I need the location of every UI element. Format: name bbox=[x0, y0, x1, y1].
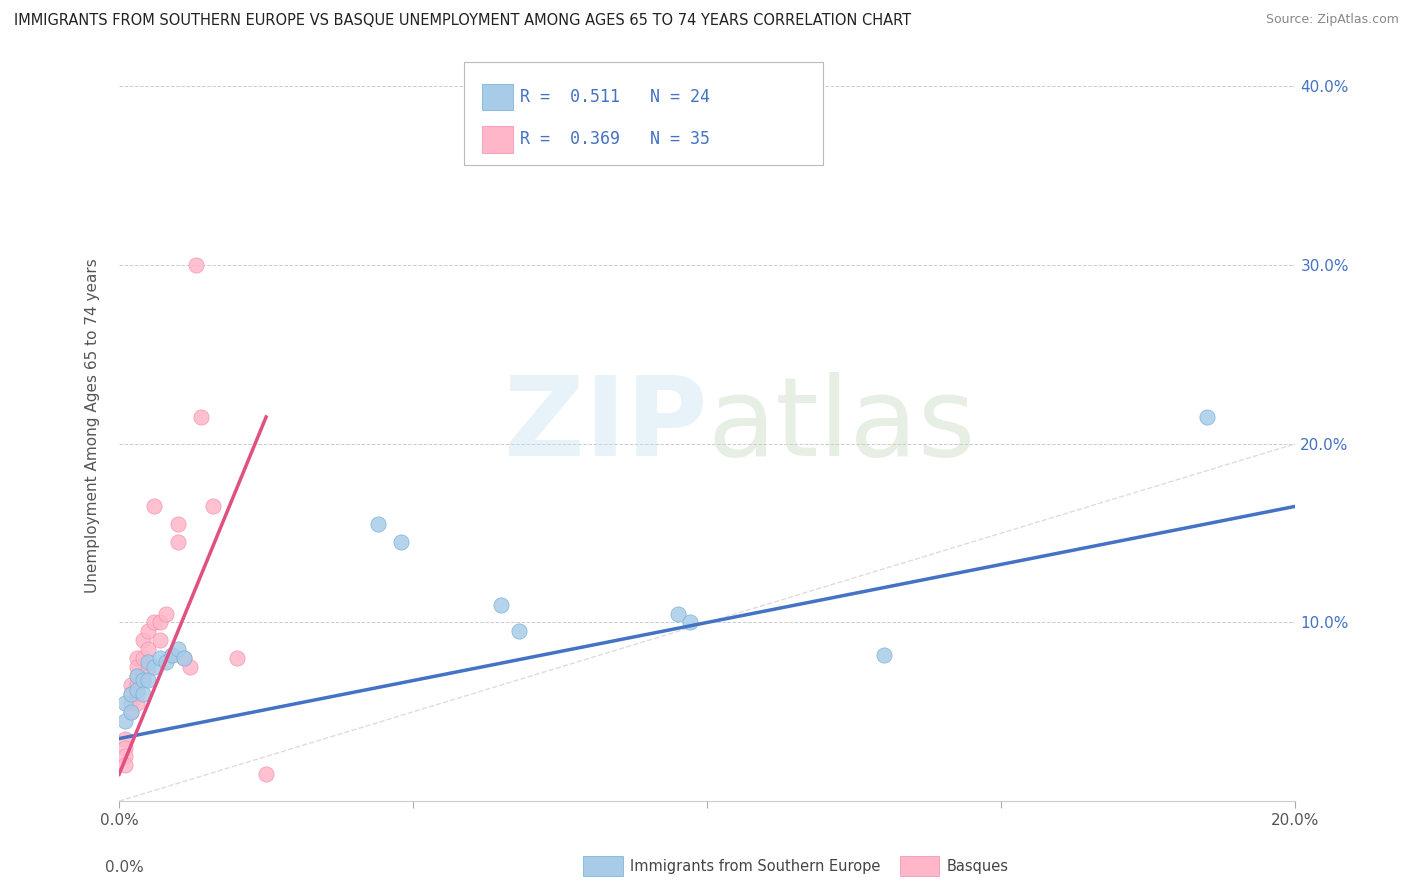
Text: IMMIGRANTS FROM SOUTHERN EUROPE VS BASQUE UNEMPLOYMENT AMONG AGES 65 TO 74 YEARS: IMMIGRANTS FROM SOUTHERN EUROPE VS BASQU… bbox=[14, 13, 911, 29]
Point bbox=[508, 624, 530, 639]
Point bbox=[120, 678, 142, 692]
Text: Basques: Basques bbox=[946, 859, 1008, 873]
Point bbox=[138, 642, 160, 657]
Point bbox=[225, 651, 247, 665]
Point bbox=[138, 673, 160, 687]
Point bbox=[131, 633, 153, 648]
Point bbox=[114, 758, 136, 772]
Point bbox=[125, 669, 148, 683]
Point bbox=[120, 705, 142, 719]
Point bbox=[125, 683, 148, 698]
Point bbox=[138, 655, 160, 669]
Point bbox=[138, 660, 160, 674]
Text: ZIP: ZIP bbox=[503, 372, 707, 479]
Point bbox=[160, 648, 183, 662]
Point bbox=[131, 651, 153, 665]
Point bbox=[131, 673, 153, 687]
Point bbox=[167, 642, 190, 657]
Y-axis label: Unemployment Among Ages 65 to 74 years: Unemployment Among Ages 65 to 74 years bbox=[86, 259, 100, 593]
Point bbox=[202, 500, 225, 514]
Point bbox=[1197, 409, 1219, 424]
Point bbox=[114, 749, 136, 764]
Point bbox=[149, 633, 172, 648]
Point bbox=[678, 615, 700, 630]
Point bbox=[120, 705, 142, 719]
Point bbox=[125, 678, 148, 692]
Point bbox=[173, 651, 195, 665]
Point bbox=[125, 660, 148, 674]
Text: R =  0.369   N = 35: R = 0.369 N = 35 bbox=[520, 130, 710, 148]
Point bbox=[155, 655, 177, 669]
Point bbox=[114, 731, 136, 746]
Point bbox=[138, 624, 160, 639]
Point bbox=[179, 660, 201, 674]
Point bbox=[149, 615, 172, 630]
Point bbox=[125, 669, 148, 683]
Point bbox=[120, 687, 142, 701]
Point bbox=[389, 535, 412, 549]
Point bbox=[184, 258, 207, 272]
Point bbox=[131, 687, 153, 701]
Text: 0.0%: 0.0% bbox=[105, 860, 145, 874]
Point bbox=[120, 696, 142, 710]
Point bbox=[173, 651, 195, 665]
Text: R =  0.511   N = 24: R = 0.511 N = 24 bbox=[520, 88, 710, 106]
Text: Source: ZipAtlas.com: Source: ZipAtlas.com bbox=[1265, 13, 1399, 27]
Point bbox=[114, 740, 136, 755]
Point bbox=[131, 669, 153, 683]
Point bbox=[155, 607, 177, 621]
Point bbox=[160, 648, 183, 662]
Point bbox=[873, 648, 896, 662]
Point bbox=[190, 409, 212, 424]
Point bbox=[125, 696, 148, 710]
Point bbox=[167, 535, 190, 549]
Point bbox=[114, 696, 136, 710]
Text: atlas: atlas bbox=[707, 372, 976, 479]
Point bbox=[367, 517, 389, 532]
Point bbox=[143, 660, 166, 674]
Point bbox=[149, 651, 172, 665]
Point bbox=[114, 714, 136, 728]
Point bbox=[254, 767, 277, 781]
Point bbox=[125, 687, 148, 701]
Point bbox=[120, 687, 142, 701]
Point bbox=[125, 651, 148, 665]
Point bbox=[167, 517, 190, 532]
Point bbox=[143, 615, 166, 630]
Text: Immigrants from Southern Europe: Immigrants from Southern Europe bbox=[630, 859, 880, 873]
Point bbox=[491, 598, 513, 612]
Point bbox=[666, 607, 689, 621]
Point bbox=[143, 500, 166, 514]
